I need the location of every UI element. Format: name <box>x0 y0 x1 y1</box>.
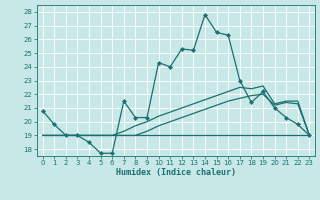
X-axis label: Humidex (Indice chaleur): Humidex (Indice chaleur) <box>116 168 236 177</box>
